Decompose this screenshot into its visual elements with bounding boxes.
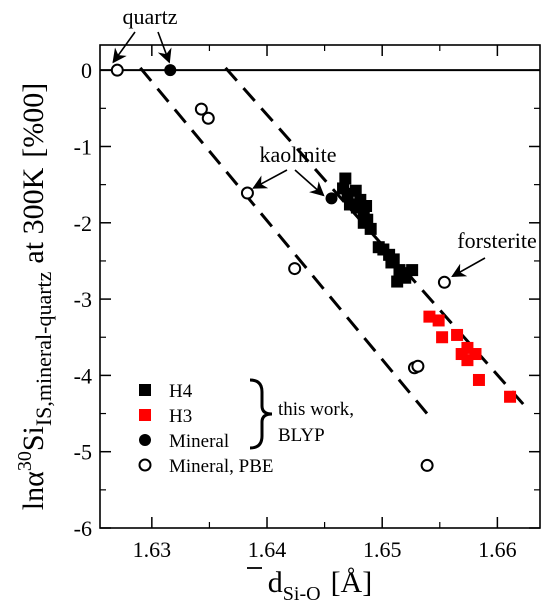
point-mineral-pbe (194, 102, 208, 116)
annotation-arrow (451, 257, 486, 278)
point-h4 (361, 213, 374, 226)
point-mineral-pbe (288, 262, 302, 276)
legend-marker-mineral-pbe (138, 458, 152, 472)
annotation-arrow (294, 169, 325, 197)
x-label-unit: [Å] (331, 566, 373, 599)
point-mineral-pbe (240, 186, 254, 200)
y-tick-label: -6 (74, 516, 92, 541)
x-axis-label: dSi-O [Å] (268, 566, 372, 605)
brace-label-line1: this work, (278, 399, 354, 420)
y-tick-label: 0 (81, 58, 92, 83)
fit-line-dashed (224, 66, 528, 409)
legend-label-h3: H3 (169, 406, 192, 427)
point-mineral-pbe (411, 359, 425, 373)
plot-frame (99, 44, 541, 529)
point-mineral-pbe (420, 458, 434, 472)
point-h4 (391, 275, 404, 288)
x-label-sub: Si-O (283, 583, 321, 605)
point-mineral-pbe (201, 111, 215, 125)
point-h3 (451, 328, 464, 341)
axis-ticks: 1.63 1.64 1.65 1.66 0 -1 -2 -3 -4 -5 -6 (74, 45, 540, 562)
y-label-si: Si (17, 426, 50, 451)
y-tick-label: -2 (74, 211, 92, 236)
point-mineral (164, 64, 177, 77)
point-h3 (469, 348, 482, 361)
point-h3 (472, 373, 485, 386)
point-h4 (406, 264, 419, 277)
y-label-rest: at 300K (17, 167, 50, 263)
y-label-ln: lnα (17, 471, 50, 510)
legend-marker-h3 (139, 409, 151, 421)
y-tick-label: -3 (74, 287, 92, 312)
legend-brace (249, 378, 273, 450)
point-h4 (339, 172, 352, 185)
data-points (110, 63, 517, 472)
annotations: quartz kaolinite forsterite (112, 4, 537, 569)
y-label-sup: 30 (14, 451, 36, 471)
point-h3 (423, 310, 436, 323)
legend-marker-mineral (139, 434, 151, 446)
legend-marker-h4 (139, 384, 151, 396)
legend: H4 H3 Mineral Mineral, PBE this work, BLYP (138, 378, 354, 477)
y-axis-label: lnα30SiIS,mineral-quartz at 300K [%00] (14, 83, 56, 510)
legend-label-h4: H4 (169, 381, 193, 402)
annotation-arrow (252, 169, 288, 189)
x-tick-label: 1.65 (363, 537, 402, 562)
point-h4 (360, 200, 373, 212)
point-h4 (349, 184, 362, 197)
y-label-sub: IS,mineral-quartz (31, 271, 56, 426)
brace-label-line2: BLYP (278, 425, 325, 446)
point-h3 (504, 390, 517, 403)
y-tick-label: -1 (74, 134, 92, 159)
point-mineral-pbe (437, 275, 451, 289)
fit-lines (139, 66, 528, 417)
x-tick-label: 1.64 (248, 537, 287, 562)
point-mineral (325, 192, 338, 205)
point-h4 (364, 222, 377, 235)
fit-line-dashed (139, 66, 430, 417)
annotation-label: kaolinite (260, 142, 337, 167)
point-mineral-pbe (110, 63, 124, 77)
annotation-label: forsterite (457, 228, 536, 253)
annotation-arrow (112, 31, 136, 64)
y-tick-label: -5 (74, 440, 92, 465)
legend-label-mineral: Mineral (169, 431, 229, 452)
x-label-main: d (268, 566, 283, 599)
annotation-arrow (157, 31, 172, 64)
x-tick-label: 1.63 (133, 537, 172, 562)
annotation-label: quartz (123, 4, 178, 29)
point-h3 (436, 331, 449, 344)
y-tick-label: -4 (74, 363, 92, 388)
legend-label-mineral-pbe: Mineral, PBE (169, 456, 274, 477)
y-label-unit: [%00] (17, 83, 50, 158)
point-h3 (432, 314, 445, 327)
x-tick-label: 1.66 (478, 537, 517, 562)
